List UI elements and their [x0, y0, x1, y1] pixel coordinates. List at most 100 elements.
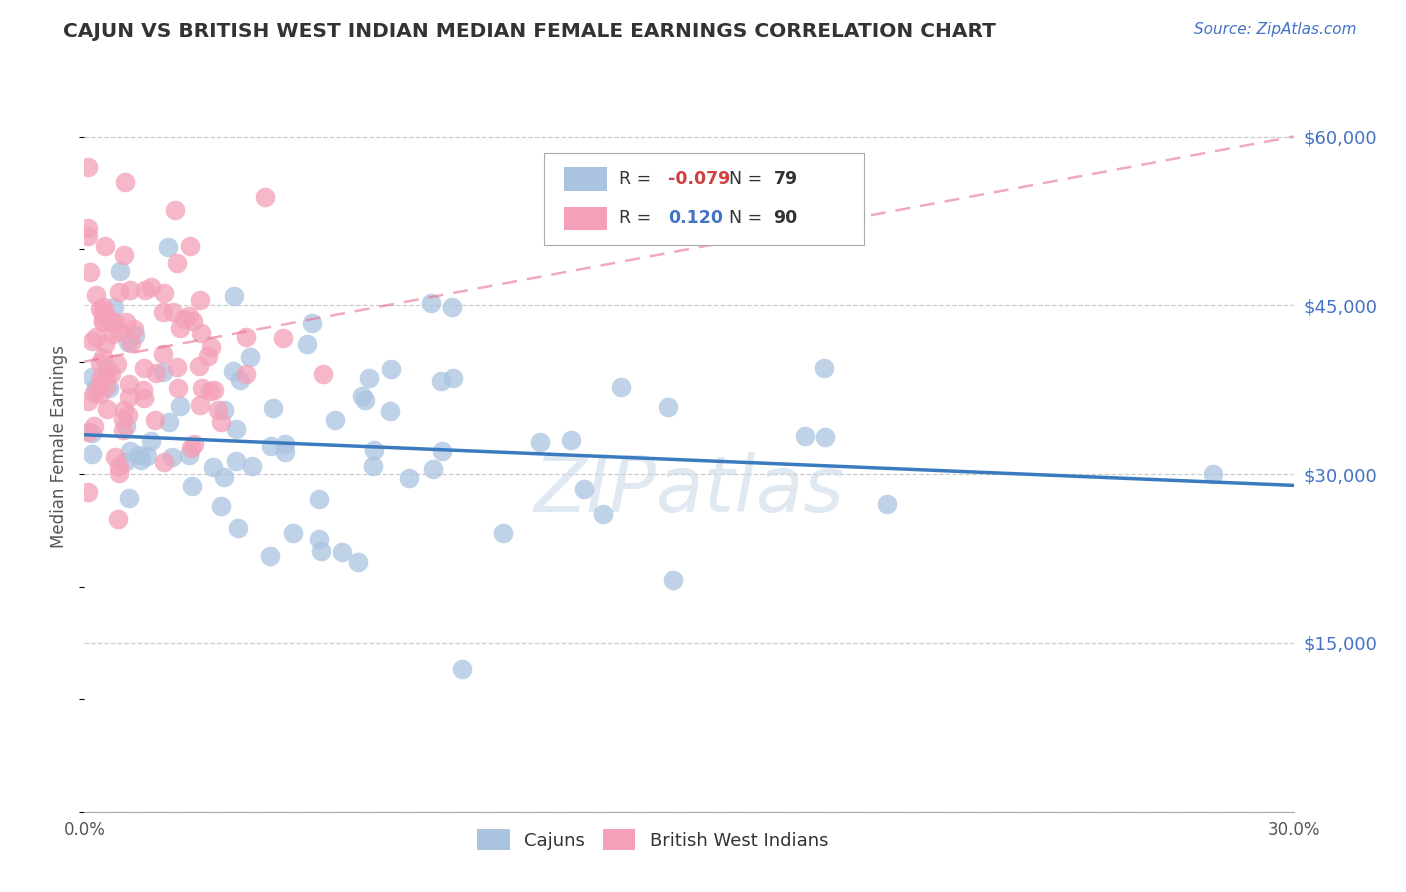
Point: [104, 450, 127, 464]
Point: [188, 398, 211, 412]
Point: [105, 357, 128, 371]
Point: [124, 327, 146, 342]
Point: [82, 425, 104, 440]
Point: [101, 326, 124, 341]
Point: [350, 389, 373, 403]
Point: [77, 160, 100, 174]
Point: [153, 455, 176, 469]
Point: [813, 361, 835, 376]
Point: [190, 326, 212, 340]
Point: [242, 458, 264, 473]
Point: [274, 445, 297, 459]
Point: [82, 447, 104, 461]
Point: [91, 315, 114, 329]
Point: [77, 228, 100, 243]
Point: [134, 284, 156, 298]
Point: [79, 265, 101, 279]
Point: [301, 316, 323, 330]
Point: [876, 497, 898, 511]
Point: [104, 315, 127, 329]
Point: [188, 293, 211, 307]
Point: [122, 321, 145, 335]
Point: [91, 301, 114, 315]
Point: [214, 470, 236, 484]
Point: [114, 455, 136, 469]
Point: [592, 507, 614, 521]
Point: [202, 383, 225, 397]
Point: [134, 391, 156, 405]
Point: [281, 525, 304, 540]
Point: [212, 403, 235, 417]
Point: [560, 433, 582, 447]
Point: [173, 311, 195, 326]
Point: [222, 364, 245, 378]
Point: [114, 175, 136, 189]
Point: [96, 360, 118, 375]
Point: [152, 347, 174, 361]
Point: [89, 376, 111, 391]
Point: [191, 381, 214, 395]
Point: [162, 305, 184, 319]
Point: [107, 512, 129, 526]
Point: [143, 413, 166, 427]
Point: [657, 401, 679, 415]
Point: [422, 461, 444, 475]
Point: [86, 288, 108, 302]
Point: [347, 555, 370, 569]
Point: [201, 460, 224, 475]
Point: [451, 661, 474, 675]
Point: [179, 239, 201, 253]
Point: [794, 428, 817, 442]
Point: [814, 430, 837, 444]
Point: [114, 248, 136, 262]
Text: N =: N =: [728, 170, 768, 188]
Text: 79: 79: [773, 170, 797, 188]
Point: [94, 337, 117, 351]
Point: [77, 425, 100, 439]
Text: 90: 90: [773, 209, 797, 227]
Point: [235, 329, 257, 343]
Point: [160, 450, 183, 465]
Point: [112, 412, 135, 426]
Point: [117, 408, 139, 422]
Point: [94, 308, 117, 322]
Point: [84, 330, 107, 344]
Point: [167, 381, 190, 395]
Point: [209, 499, 232, 513]
Point: [198, 384, 221, 398]
Point: [134, 360, 156, 375]
Point: [226, 521, 249, 535]
Point: [94, 239, 117, 253]
Point: [91, 306, 114, 320]
Point: [157, 240, 180, 254]
Text: CAJUN VS BRITISH WEST INDIAN MEDIAN FEMALE EARNINGS CORRELATION CHART: CAJUN VS BRITISH WEST INDIAN MEDIAN FEMA…: [63, 22, 995, 41]
Point: [209, 415, 232, 429]
Point: [197, 349, 219, 363]
Point: [163, 203, 186, 218]
Point: [98, 381, 121, 395]
Point: [661, 573, 683, 587]
Point: [441, 300, 464, 314]
Point: [90, 370, 112, 384]
Point: [259, 549, 281, 564]
Point: [177, 309, 200, 323]
Point: [492, 525, 515, 540]
Point: [128, 448, 150, 462]
Point: [271, 331, 294, 345]
Point: [145, 366, 167, 380]
Point: [441, 371, 464, 385]
Point: [77, 485, 100, 500]
Point: [117, 391, 139, 405]
Point: [82, 334, 104, 348]
Text: N =: N =: [728, 209, 768, 227]
Point: [166, 359, 188, 374]
Legend: Cajuns, British West Indians: Cajuns, British West Indians: [470, 822, 835, 857]
Point: [82, 369, 104, 384]
Point: [112, 403, 135, 417]
Point: [94, 379, 117, 393]
Point: [1202, 467, 1225, 481]
Text: 0.120: 0.120: [668, 209, 723, 227]
Bar: [564, 168, 607, 191]
Point: [108, 285, 131, 299]
Point: [398, 471, 420, 485]
